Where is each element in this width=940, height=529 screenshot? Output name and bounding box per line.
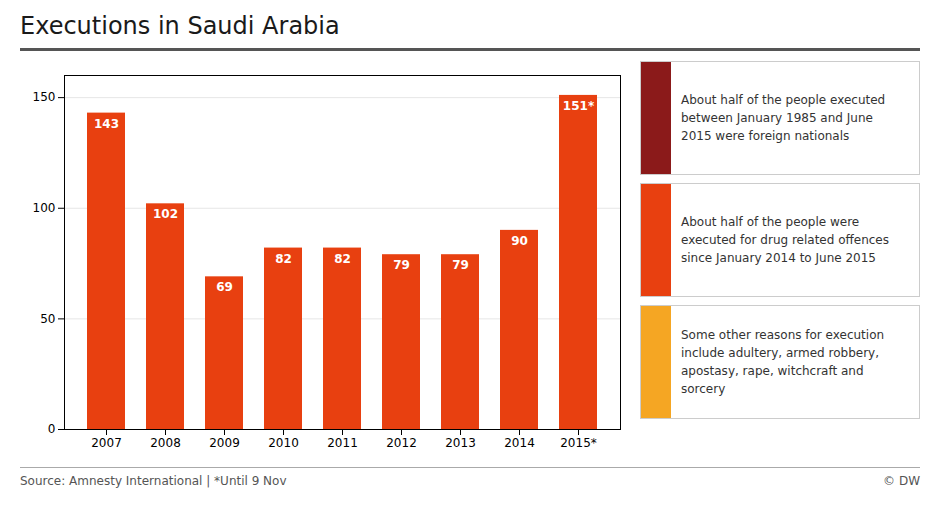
svg-text:2013: 2013 bbox=[445, 436, 476, 450]
svg-text:102: 102 bbox=[153, 207, 178, 221]
svg-text:69: 69 bbox=[216, 280, 233, 294]
svg-text:82: 82 bbox=[334, 252, 351, 266]
svg-text:90: 90 bbox=[511, 234, 528, 248]
svg-text:2008: 2008 bbox=[150, 436, 181, 450]
svg-text:150: 150 bbox=[33, 90, 56, 104]
svg-text:2015*: 2015* bbox=[560, 436, 597, 450]
html-text:Some other reasons for executi: Some other reasons for execution include… bbox=[681, 328, 885, 396]
svg-text:0: 0 bbox=[48, 422, 56, 436]
html-text:© DW: © DW bbox=[883, 474, 920, 488]
svg-text:50: 50 bbox=[40, 312, 55, 326]
svg-text:2014: 2014 bbox=[504, 436, 535, 450]
svg-text:2012: 2012 bbox=[386, 436, 417, 450]
svg-text:82: 82 bbox=[275, 252, 292, 266]
svg-text:79: 79 bbox=[393, 258, 410, 272]
svg-text:2007: 2007 bbox=[91, 436, 122, 450]
html-text:About half of the people execu: About half of the people executed betwee… bbox=[681, 93, 886, 143]
svg-text:143: 143 bbox=[94, 117, 119, 131]
svg-text:151*: 151* bbox=[563, 99, 595, 113]
svg-text:100: 100 bbox=[33, 201, 56, 215]
svg-text:2011: 2011 bbox=[327, 436, 358, 450]
html-text:About half of the people were: About half of the people were executed f… bbox=[681, 215, 889, 265]
html-text:Source: Amnesty International: Source: Amnesty International | *Until 9… bbox=[20, 474, 287, 488]
svg-text:2009: 2009 bbox=[209, 436, 240, 450]
svg-text:2010: 2010 bbox=[268, 436, 299, 450]
svg-text:79: 79 bbox=[452, 258, 469, 272]
html-text:Executions in Saudi Arabia: Executions in Saudi Arabia bbox=[20, 12, 340, 40]
